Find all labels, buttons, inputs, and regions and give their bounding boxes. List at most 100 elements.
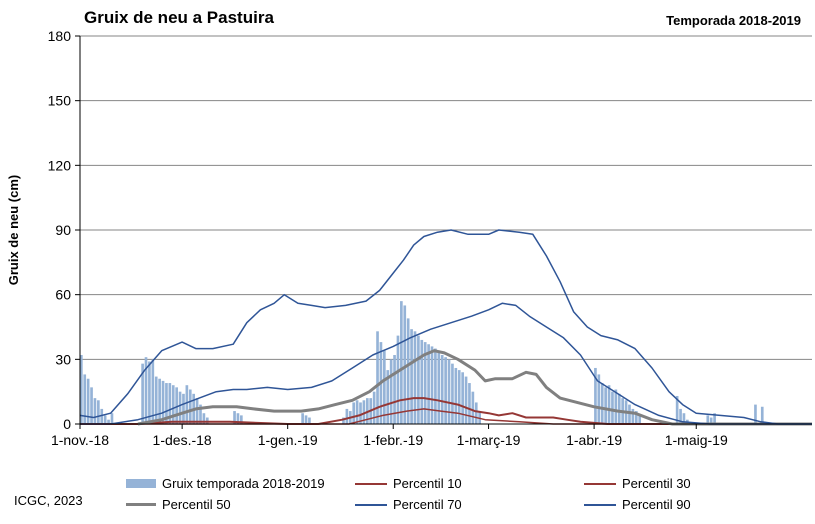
bar xyxy=(389,359,393,424)
bar xyxy=(168,383,172,424)
y-tick-label: 120 xyxy=(48,157,72,173)
bar xyxy=(437,352,441,424)
bar xyxy=(359,402,362,424)
bar xyxy=(148,361,151,424)
bar xyxy=(713,413,716,424)
bar xyxy=(141,363,144,424)
bar xyxy=(440,355,444,424)
legend-item-p10: Percentil 10 xyxy=(355,476,462,491)
bar xyxy=(386,370,390,424)
bar xyxy=(594,367,597,424)
season-label: Temporada 2018-2019 xyxy=(666,13,801,28)
y-tick-label: 60 xyxy=(55,287,71,303)
bar xyxy=(400,301,403,424)
bar xyxy=(178,391,182,424)
grid-lines xyxy=(80,35,812,360)
bar xyxy=(597,374,601,424)
x-tick-label: 1-març-19 xyxy=(457,432,521,448)
bar xyxy=(205,417,209,424)
legend-label-p30: Percentil 30 xyxy=(622,476,691,491)
x-tick-label: 1-febr.-19 xyxy=(363,432,423,448)
bar xyxy=(454,367,458,424)
bar xyxy=(372,391,376,424)
bar xyxy=(107,419,110,424)
bar xyxy=(423,342,427,424)
bar xyxy=(362,400,366,424)
line-percentil-70 xyxy=(80,302,812,425)
y-tick-label: 30 xyxy=(55,351,71,367)
bar xyxy=(97,400,100,424)
bar xyxy=(161,380,165,424)
bar xyxy=(706,415,710,424)
y-tick-label: 150 xyxy=(48,93,72,109)
bar xyxy=(188,389,192,424)
bar xyxy=(675,395,679,424)
bar xyxy=(638,415,642,424)
bar xyxy=(614,389,618,424)
x-tick-label: 1-abr.-19 xyxy=(566,432,622,448)
bar xyxy=(308,417,311,424)
snow-depth-chart: 0 30 60 90 120 150 180 1-nov.-18 1-des.-18 1-gen.… xyxy=(6,28,812,448)
bar xyxy=(110,413,114,424)
bar xyxy=(100,408,104,424)
bar xyxy=(90,387,93,424)
bar xyxy=(93,398,97,424)
legend-label-p10: Percentil 10 xyxy=(393,476,462,491)
x-tick-label: 1-nov.-18 xyxy=(51,432,109,448)
legend-swatch-p90 xyxy=(584,503,616,506)
bar xyxy=(154,376,158,424)
bar xyxy=(185,385,189,424)
bar xyxy=(634,411,638,424)
bar xyxy=(410,329,413,424)
bar xyxy=(628,404,631,424)
bar xyxy=(171,385,175,424)
bar xyxy=(679,408,682,424)
bar xyxy=(760,406,764,424)
line-percentil-10 xyxy=(80,408,812,425)
line-percentil-50 xyxy=(137,349,812,426)
bar xyxy=(233,411,236,424)
legend-swatch-p50 xyxy=(126,503,156,506)
legend-swatch-bars xyxy=(126,479,156,488)
bar xyxy=(355,400,359,424)
bar xyxy=(451,363,454,424)
legend-label-p70: Percentil 70 xyxy=(393,497,462,512)
legend-swatch-p70 xyxy=(355,503,387,506)
legend-label-bars: Gruix temporada 2018-2019 xyxy=(162,476,325,491)
bar xyxy=(604,387,607,424)
bar xyxy=(396,335,400,424)
bar xyxy=(199,404,202,424)
bar xyxy=(103,415,107,424)
bar xyxy=(345,408,349,424)
y-axis-label: Gruix de neu (cm) xyxy=(6,175,21,286)
bar xyxy=(151,359,155,424)
bar xyxy=(434,348,437,424)
bar xyxy=(617,393,621,424)
bar xyxy=(631,408,635,424)
bar xyxy=(420,339,424,424)
bar xyxy=(144,357,148,424)
bar xyxy=(86,378,90,424)
bar xyxy=(383,350,386,424)
bar xyxy=(682,413,686,424)
bar xyxy=(600,383,604,424)
bar xyxy=(464,376,468,424)
bar xyxy=(301,413,304,424)
y-tick-label: 90 xyxy=(55,222,71,238)
bar xyxy=(406,318,410,424)
legend-label-p90: Percentil 90 xyxy=(622,497,691,512)
bar xyxy=(80,355,83,424)
legend-item-p70: Percentil 70 xyxy=(355,497,462,512)
bar xyxy=(393,355,396,424)
bar xyxy=(158,378,161,424)
y-tick-label: 180 xyxy=(48,28,72,44)
bar xyxy=(471,391,475,424)
line-series xyxy=(79,229,812,426)
x-tick-label: 1-gen.-19 xyxy=(258,432,318,448)
bar xyxy=(461,372,464,424)
bar xyxy=(468,383,471,424)
bar xyxy=(430,346,434,424)
bar xyxy=(478,411,481,424)
bar xyxy=(447,359,451,424)
bar xyxy=(754,404,757,424)
